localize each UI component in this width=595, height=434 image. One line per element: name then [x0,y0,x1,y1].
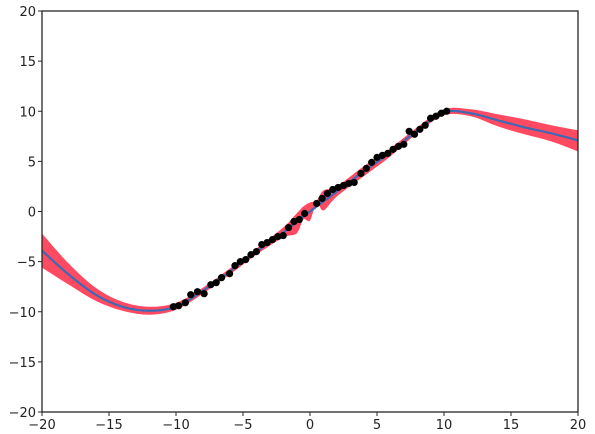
data-point [301,209,309,218]
x-tick-label: −15 [95,418,122,433]
data-point [313,199,321,208]
mean-line [41,109,579,312]
y-tick-label: 20 [19,5,36,20]
y-tick-label: −20 [9,406,36,421]
data-point [193,288,202,296]
data-point [389,145,397,153]
data-point [350,178,358,187]
data-point [323,189,332,198]
data-point [345,179,353,188]
data-point [242,256,250,264]
x-tick-label: 0 [306,418,314,433]
data-point [175,302,183,310]
x-tick-label: 15 [503,418,520,433]
data-point [400,140,408,148]
data-point [217,274,226,282]
data-point [226,270,234,278]
data-point [247,251,255,259]
data-point [231,262,239,270]
data-point [318,194,326,203]
data-point [263,238,271,247]
data-point [169,303,177,311]
data-point [384,149,392,157]
x-tick-label: 20 [570,418,587,433]
y-tick-label: −5 [17,256,36,271]
data-point [274,232,282,241]
series-layer [41,107,579,315]
data-point [252,248,260,256]
x-tick-label: 5 [373,418,381,433]
data-point [284,223,293,232]
x-tick-label: −5 [233,418,252,433]
data-point [432,112,440,120]
data-point [181,299,189,307]
data-point [421,121,429,129]
data-point [212,279,220,287]
x-tick-label: −10 [162,418,189,433]
y-tick-label: −15 [9,356,36,371]
data-point [200,290,208,298]
data-point [295,215,303,224]
data-point [268,235,277,244]
data-point [416,125,424,133]
tick-layer: −20 −15 −10 −5 0 5 10 15 20 −20 −15 −10 −5 0 5 10 15 20 [9,5,587,433]
data-point [279,231,287,240]
x-tick-label: 10 [436,418,453,433]
data-point [187,291,195,299]
data-point [405,127,413,135]
y-tick-label: 5 [28,155,36,170]
data-point [443,107,451,115]
y-tick-label: 10 [19,105,36,120]
data-point [410,130,419,138]
data-point [362,164,370,172]
y-tick-label: −10 [9,306,36,321]
data-point [357,169,365,178]
x-tick-label: −20 [28,418,55,433]
y-tick-label: 15 [19,55,36,70]
data-point [368,158,376,166]
y-tick-label: 0 [28,206,36,221]
